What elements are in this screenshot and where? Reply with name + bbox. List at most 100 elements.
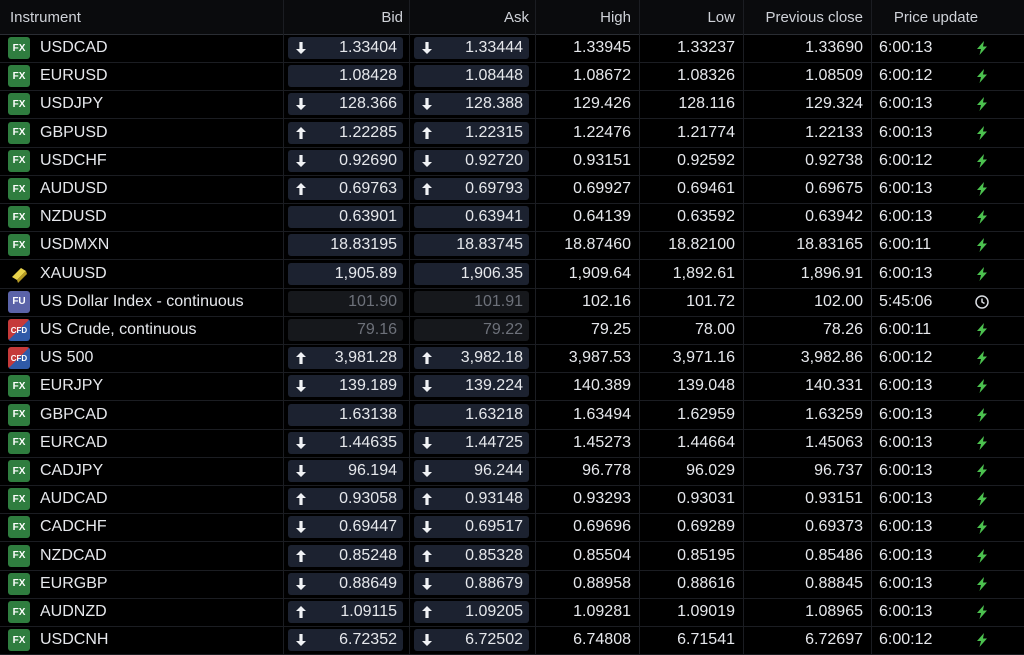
instrument-cell[interactable]: FX AUDNZD: [0, 598, 284, 626]
ask-pill[interactable]: 1.33444: [414, 37, 529, 59]
bid-pill[interactable]: 0.93058: [288, 488, 403, 511]
table-row[interactable]: FX EURCAD 1.44635 1.44725 1.45273 1.44664 1.45…: [0, 428, 1024, 458]
table-row[interactable]: FX GBPUSD 1.22285 1.22315 1.22476 1.21774 1.22…: [0, 118, 1024, 148]
instrument-cell[interactable]: FX USDCAD: [0, 34, 284, 62]
bid-cell[interactable]: 0.93058: [284, 485, 410, 514]
table-row[interactable]: FX EURJPY 139.189 139.224 140.389 139.048 140.…: [0, 372, 1024, 402]
instrument-cell[interactable]: FX USDMXN: [0, 231, 284, 260]
bid-pill[interactable]: 128.366: [288, 93, 403, 116]
table-row[interactable]: FU US Dollar Index - continuous 101.90 101.…: [0, 287, 1024, 317]
bid-pill[interactable]: 3,981.28: [288, 347, 403, 370]
header-ask[interactable]: Ask: [410, 0, 536, 34]
ask-cell[interactable]: 0.85328: [410, 541, 536, 570]
table-row[interactable]: FX NZDCAD 0.85248 0.85328 0.85504 0.85195 0.85…: [0, 541, 1024, 571]
ask-cell[interactable]: 6.72502: [410, 626, 536, 655]
instrument-cell[interactable]: FX EURGBP: [0, 569, 284, 598]
instrument-cell[interactable]: FX AUDCAD: [0, 485, 284, 514]
bid-cell[interactable]: 0.63901: [284, 203, 410, 232]
ask-pill[interactable]: 1,906.35: [414, 262, 529, 285]
table-row[interactable]: FX EURGBP 0.88649 0.88679 0.88958 0.88616 0.88…: [0, 569, 1024, 599]
ask-cell[interactable]: 0.88679: [410, 569, 536, 598]
header-high[interactable]: High: [536, 0, 640, 34]
ask-cell[interactable]: 96.244: [410, 457, 536, 485]
ask-pill[interactable]: 6.72502: [414, 629, 529, 652]
table-row[interactable]: FX AUDNZD 1.09115 1.09205 1.09281 1.09019 1.08…: [0, 598, 1024, 627]
instrument-cell[interactable]: FX NZDCAD: [0, 541, 284, 570]
bid-pill[interactable]: 1.08428: [288, 65, 403, 88]
table-row[interactable]: FX USDCAD 1.33404 1.33444 1.33945 1.33237 1.33…: [0, 34, 1024, 63]
bid-cell[interactable]: 96.194: [284, 457, 410, 485]
ask-cell[interactable]: 0.69517: [410, 513, 536, 542]
header-instrument[interactable]: Instrument: [0, 0, 284, 34]
ask-pill[interactable]: 96.244: [414, 460, 529, 482]
bid-pill[interactable]: 1.63138: [288, 403, 403, 426]
bid-pill[interactable]: 139.189: [288, 375, 403, 398]
instrument-cell[interactable]: FX CADJPY: [0, 457, 284, 485]
bid-cell[interactable]: 0.92690: [284, 146, 410, 175]
ask-pill[interactable]: 1.44725: [414, 431, 529, 454]
table-row[interactable]: CFD US Crude, continuous 79.16 79.22 79.25 78…: [0, 316, 1024, 345]
instrument-cell[interactable]: CFD US 500: [0, 344, 284, 373]
bid-pill[interactable]: 79.16: [288, 319, 403, 341]
instrument-cell[interactable]: FX GBPUSD: [0, 118, 284, 147]
bid-cell[interactable]: 0.85248: [284, 541, 410, 570]
ask-cell[interactable]: 3,982.18: [410, 344, 536, 373]
instrument-cell[interactable]: FX EURUSD: [0, 62, 284, 91]
instrument-cell[interactable]: FX EURJPY: [0, 372, 284, 401]
ask-pill[interactable]: 1.22315: [414, 121, 529, 144]
ask-pill[interactable]: 0.85328: [414, 544, 529, 567]
instrument-cell[interactable]: FU US Dollar Index - continuous: [0, 287, 284, 316]
ask-cell[interactable]: 18.83745: [410, 231, 536, 260]
table-row[interactable]: CFD US 500 3,981.28 3,982.18 3,987.53 3,971.1…: [0, 344, 1024, 374]
instrument-cell[interactable]: FX USDJPY: [0, 90, 284, 119]
instrument-cell[interactable]: FX USDCHF: [0, 146, 284, 175]
ask-cell[interactable]: 0.63941: [410, 203, 536, 232]
instrument-cell[interactable]: FX AUDUSD: [0, 175, 284, 203]
ask-cell[interactable]: 79.22: [410, 316, 536, 344]
ask-cell[interactable]: 128.388: [410, 90, 536, 119]
bid-cell[interactable]: 101.90: [284, 287, 410, 316]
table-row[interactable]: FX CADJPY 96.194 96.244 96.778 96.029 96.737 6:…: [0, 457, 1024, 486]
bid-cell[interactable]: 128.366: [284, 90, 410, 119]
bid-pill[interactable]: 101.90: [288, 290, 403, 313]
ask-pill[interactable]: 0.88679: [414, 572, 529, 595]
bid-cell[interactable]: 139.189: [284, 372, 410, 401]
bid-pill[interactable]: 0.92690: [288, 149, 403, 172]
instrument-cell[interactable]: XAUUSD: [0, 259, 284, 288]
bid-pill[interactable]: 0.69447: [288, 516, 403, 539]
ask-pill[interactable]: 128.388: [414, 93, 529, 116]
instrument-cell[interactable]: FX NZDUSD: [0, 203, 284, 232]
ask-cell[interactable]: 1.33444: [410, 34, 536, 62]
table-row[interactable]: XAUUSD 1,905.89 1,906.35 1,909.64 1,892.61 1,…: [0, 259, 1024, 289]
table-row[interactable]: FX USDCHF 0.92690 0.92720 0.93151 0.92592 0.92…: [0, 146, 1024, 176]
table-row[interactable]: FX EURUSD 1.08428 1.08448 1.08672 1.08326 1.08…: [0, 62, 1024, 92]
bid-cell[interactable]: 1.33404: [284, 34, 410, 62]
bid-pill[interactable]: 18.83195: [288, 234, 403, 257]
bid-cell[interactable]: 1.63138: [284, 400, 410, 429]
bid-pill[interactable]: 96.194: [288, 460, 403, 482]
ask-cell[interactable]: 101.91: [410, 287, 536, 316]
ask-pill[interactable]: 101.91: [414, 290, 529, 313]
ask-cell[interactable]: 1.08448: [410, 62, 536, 91]
ask-cell[interactable]: 1,906.35: [410, 259, 536, 288]
ask-pill[interactable]: 1.08448: [414, 65, 529, 88]
ask-pill[interactable]: 0.69793: [414, 178, 529, 200]
ask-pill[interactable]: 79.22: [414, 319, 529, 341]
bid-cell[interactable]: 1,905.89: [284, 259, 410, 288]
header-price-update[interactable]: Price update: [893, 8, 979, 26]
instrument-cell[interactable]: FX USDCNH: [0, 626, 284, 655]
bid-pill[interactable]: 0.85248: [288, 544, 403, 567]
table-row[interactable]: FX USDCNH 6.72352 6.72502 6.74808 6.71541 6.72…: [0, 626, 1024, 655]
header-low[interactable]: Low: [640, 0, 744, 34]
table-row[interactable]: FX AUDUSD 0.69763 0.69793 0.69927 0.69461 0.69…: [0, 175, 1024, 204]
ask-cell[interactable]: 1.63218: [410, 400, 536, 429]
table-row[interactable]: FX GBPCAD 1.63138 1.63218 1.63494 1.62959 1.63…: [0, 400, 1024, 430]
ask-pill[interactable]: 0.69517: [414, 516, 529, 539]
bid-cell[interactable]: 18.83195: [284, 231, 410, 260]
ask-cell[interactable]: 1.44725: [410, 428, 536, 457]
table-row[interactable]: FX USDMXN 18.83195 18.83745 18.87460 18.82100…: [0, 231, 1024, 261]
ask-pill[interactable]: 0.92720: [414, 149, 529, 172]
ask-cell[interactable]: 0.93148: [410, 485, 536, 514]
ask-pill[interactable]: 1.63218: [414, 403, 529, 426]
bid-pill[interactable]: 6.72352: [288, 629, 403, 652]
